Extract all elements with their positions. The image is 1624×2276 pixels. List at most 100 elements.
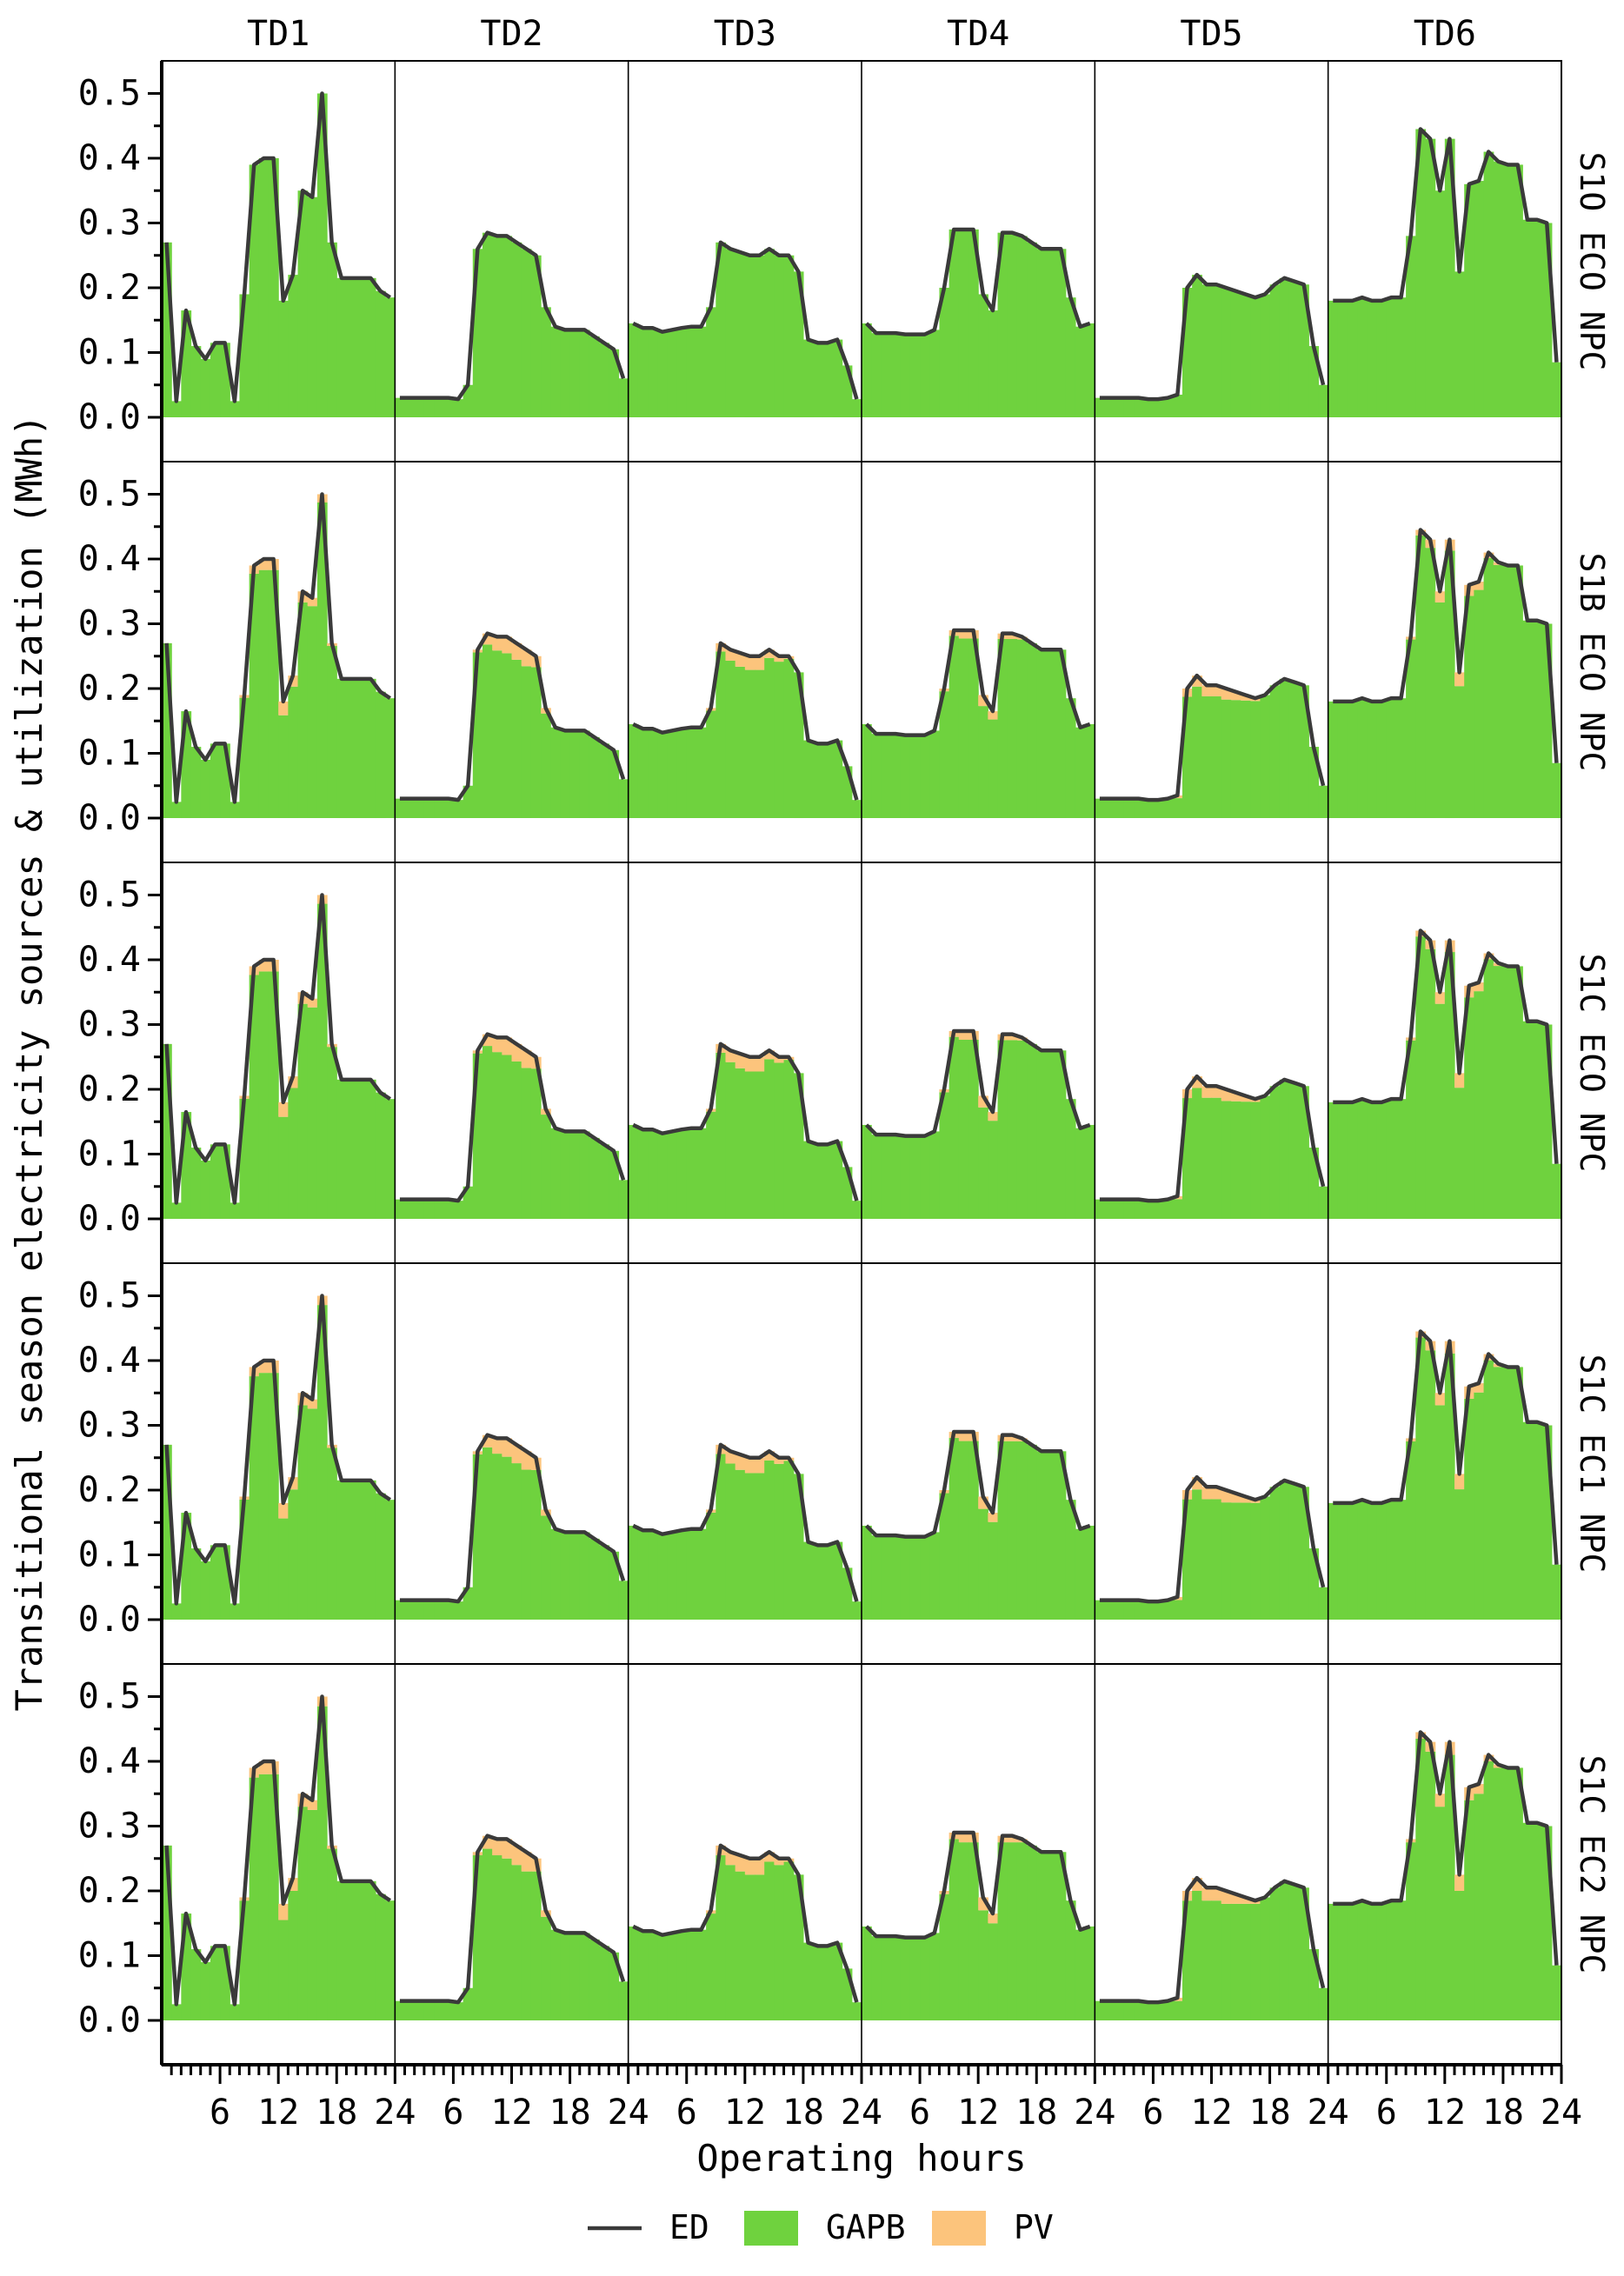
gapb-bar (764, 1059, 775, 1219)
gapb-bar (249, 975, 260, 1219)
gapb-bar (1055, 249, 1067, 417)
gapb-bar (589, 1939, 600, 2021)
gapb-bar (696, 326, 707, 417)
gapb-bar (755, 1071, 765, 1219)
gapb-bar (327, 646, 337, 818)
gapb-bar (239, 1499, 250, 1620)
gapb-bar (443, 798, 455, 818)
gapb-bar (541, 307, 551, 417)
gapb-bar (230, 802, 241, 819)
pv-bar (307, 1399, 318, 1409)
ed-line (864, 1028, 1091, 1138)
pv-bar (1474, 982, 1485, 992)
gapb-bar (862, 723, 872, 818)
gapb-bar (1123, 2000, 1135, 2020)
ed-line (632, 240, 859, 400)
gapb-bar (802, 339, 814, 417)
gapb-bar (1095, 1600, 1106, 1620)
gapb-bar (851, 399, 862, 417)
gapb-bar (560, 1933, 571, 2021)
gapb-bar (190, 346, 202, 417)
gapb-bar (249, 164, 260, 417)
gapb-bar (851, 2002, 862, 2020)
x-tick-label: 24 (1074, 2093, 1115, 2133)
gapb-bar (1444, 1754, 1455, 2020)
column-label-td3: TD3 (714, 14, 776, 54)
gapb-bar (162, 642, 172, 818)
gapb-bar (802, 1141, 814, 1219)
pv-bar (958, 1030, 969, 1041)
gapb-bar (793, 1073, 804, 1220)
pv-bar (958, 1832, 969, 1843)
gapb-bar (1123, 798, 1135, 818)
gapb-bar (1104, 2000, 1115, 2020)
gapb-bar (589, 336, 600, 418)
x-tick-label: 24 (841, 2093, 882, 2133)
gapb-bar (774, 1062, 785, 1219)
column-label-td1: TD1 (247, 14, 309, 54)
pv-bar (988, 1913, 999, 1924)
gapb-bar (443, 1199, 455, 1219)
gapb-bar (978, 1508, 988, 1620)
gapb-bar (1153, 1601, 1164, 1620)
gapb-bar (725, 1463, 736, 1620)
gapb-bar (1541, 1425, 1553, 1620)
gapb-bar (1114, 2000, 1125, 2020)
gapb-bar (1502, 565, 1514, 818)
gapb-bar (609, 1551, 620, 1620)
pv-bar (725, 1050, 736, 1062)
gapb-bar (1114, 1199, 1125, 1219)
gapb-bar (1348, 1903, 1358, 2020)
ed-line (1099, 673, 1326, 802)
gapb-bar (569, 1532, 581, 1620)
y-tick-label: 0.2 (78, 1470, 141, 1510)
gapb-bar (609, 749, 620, 818)
pv-bar (735, 1855, 746, 1872)
gapb-bar (385, 698, 396, 818)
pv-bar (492, 1839, 503, 1856)
gapb-bar (890, 1936, 902, 2020)
gapb-bar (502, 1456, 513, 1620)
ed-line (164, 893, 391, 1205)
gapb-bar (813, 1144, 823, 1219)
y-tick-label: 0.3 (78, 1005, 141, 1045)
gapb-bar (1483, 1360, 1494, 1620)
gapb-bar (239, 294, 250, 417)
gapb-bar (511, 1865, 522, 2020)
gapb-bar (423, 798, 435, 818)
gapb-bar (988, 1121, 999, 1219)
gapb-bar (1434, 602, 1446, 818)
gapb-bar (1328, 1903, 1339, 2020)
gapb-bar (862, 323, 872, 417)
pv-bar (988, 711, 999, 720)
pv-bar (278, 1101, 289, 1117)
gapb-bar (978, 1107, 988, 1219)
gapb-bar (755, 1473, 765, 1620)
gapb-bar (316, 93, 328, 417)
gapb-bar (599, 743, 609, 818)
gapb-bar (453, 2002, 464, 2020)
y-tick-label: 0.4 (78, 940, 141, 980)
gapb-bar (813, 1545, 823, 1620)
gapb-bar (1474, 1392, 1485, 1620)
y-tick-label: 0.4 (78, 539, 141, 579)
pv-bar (735, 653, 746, 667)
gapb-bar (1444, 138, 1455, 417)
ed-line (1099, 1474, 1326, 1604)
gapb-bar (511, 1061, 522, 1219)
gapb-bar (502, 1055, 513, 1219)
pv-bar (1201, 1086, 1213, 1098)
gapb-bar (822, 1946, 834, 2020)
gapb-bar (939, 1092, 950, 1219)
gapb-bar (939, 691, 950, 818)
gapb-bar (1260, 294, 1271, 417)
pv-bar (1434, 1794, 1446, 1807)
gapb-bar (802, 1541, 814, 1620)
gapb-bar (958, 1040, 969, 1219)
gapb-bar (1016, 236, 1028, 417)
pv-bar (288, 1878, 299, 1891)
pv-bar (1192, 1878, 1202, 1891)
gapb-bar (1016, 1441, 1028, 1620)
gapb-bar (1055, 1451, 1067, 1620)
gapb-bar (696, 1528, 707, 1620)
